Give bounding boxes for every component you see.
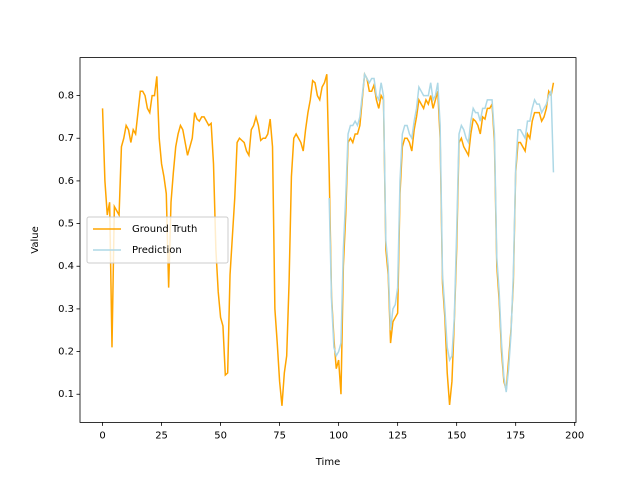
legend-label: Ground Truth xyxy=(132,224,197,235)
x-axis-label: Time xyxy=(315,457,340,468)
y-axis-label: Value xyxy=(30,226,41,253)
plot-frame xyxy=(79,57,577,423)
legend: Ground Truth Prediction xyxy=(86,216,229,264)
y-tick-label: 0.8 xyxy=(58,91,74,102)
x-tick-label: 100 xyxy=(329,430,348,441)
x-tick-label: 50 xyxy=(214,430,227,441)
x-tick-label: 0 xyxy=(99,430,105,441)
y-tick-label: 0.7 xyxy=(58,133,74,144)
x-tick-label: 125 xyxy=(388,430,407,441)
y-tick-label: 0.3 xyxy=(58,304,74,315)
series-line xyxy=(101,71,555,406)
legend-label: Prediction xyxy=(132,245,182,256)
x-tick-label: 150 xyxy=(447,430,466,441)
x-tick-label: 75 xyxy=(273,430,286,441)
y-tick-label: 0.2 xyxy=(58,347,74,358)
y-tick-label: 0.4 xyxy=(58,261,74,272)
series-line xyxy=(328,71,555,393)
x-tick-label: 200 xyxy=(565,430,584,441)
y-tick-label: 0.6 xyxy=(58,176,74,187)
y-tick-label: 0.5 xyxy=(58,219,74,230)
x-tick-label: 175 xyxy=(506,430,525,441)
x-tick-label: 25 xyxy=(155,430,168,441)
legend-box xyxy=(86,216,229,264)
y-tick-label: 0.1 xyxy=(58,389,74,400)
